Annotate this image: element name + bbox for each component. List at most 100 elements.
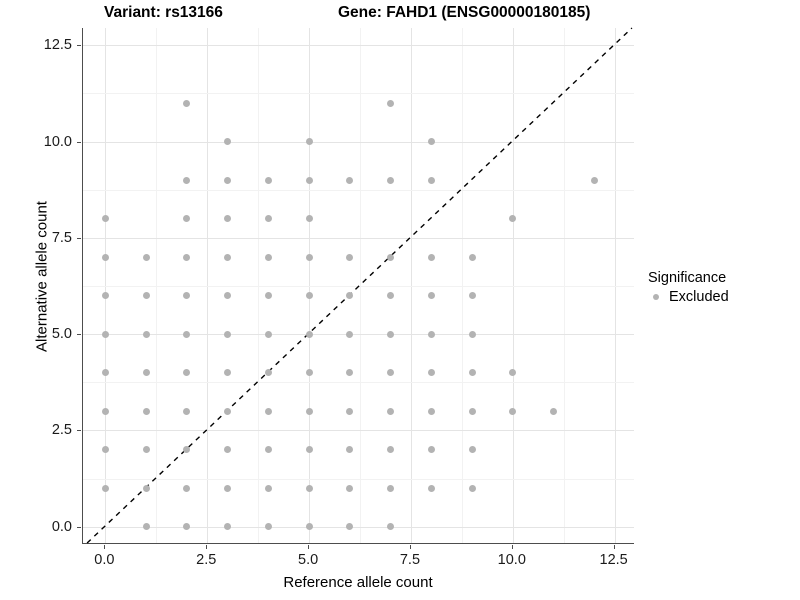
gridline-horizontal (83, 430, 634, 432)
data-point (224, 292, 232, 300)
y-tick-label: 7.5 (51, 229, 72, 246)
data-point (183, 369, 191, 377)
legend-entries: Excluded (648, 289, 798, 305)
data-point (427, 292, 435, 300)
data-point (264, 176, 272, 184)
data-point (264, 330, 272, 338)
data-point (264, 407, 272, 415)
data-point (387, 292, 395, 300)
data-point (387, 330, 395, 338)
data-point (305, 484, 313, 492)
plot-panel (82, 27, 634, 544)
data-point (346, 330, 354, 338)
legend-entry[interactable]: Excluded (648, 289, 798, 305)
data-point (101, 292, 109, 300)
legend-title: Significance (648, 270, 727, 286)
data-point (142, 253, 150, 261)
data-point (305, 215, 313, 223)
gridline-horizontal-minor (83, 286, 634, 287)
data-point (468, 446, 476, 454)
data-point (264, 523, 272, 531)
y-tick-label: 10.0 (43, 133, 72, 150)
data-point (142, 407, 150, 415)
y-tick-mark (77, 237, 81, 239)
gridline-horizontal (83, 45, 634, 47)
data-point (387, 176, 395, 184)
data-point (183, 253, 191, 261)
data-point (305, 369, 313, 377)
data-point (142, 369, 150, 377)
data-point (101, 330, 109, 338)
x-tick-mark (206, 545, 208, 549)
data-point (346, 292, 354, 300)
data-point (468, 292, 476, 300)
gridline-horizontal (83, 141, 634, 143)
data-point (183, 99, 191, 107)
x-tick-mark (104, 545, 106, 549)
gridline-horizontal-minor (83, 93, 634, 95)
title-row: Variant: rs13166 Gene: FAHD1 (ENSG000001… (0, 0, 800, 28)
x-tick-mark (613, 545, 615, 549)
x-tick-mark (511, 545, 513, 549)
x-tick-label: 7.5 (399, 552, 421, 568)
plot-area (83, 27, 634, 544)
gridline-horizontal-minor (83, 478, 634, 480)
y-tick-label: 2.5 (51, 422, 72, 439)
data-point (387, 523, 395, 531)
data-point (305, 176, 313, 184)
data-point (346, 369, 354, 377)
data-point (305, 330, 313, 338)
y-tick-label: 5.0 (51, 326, 72, 343)
data-point (346, 176, 354, 184)
data-point (224, 215, 232, 223)
gridline-horizontal-minor (83, 189, 634, 191)
data-point (264, 215, 272, 223)
gridline-horizontal-minor (83, 382, 634, 384)
data-point (387, 99, 395, 107)
data-point (509, 215, 517, 223)
data-point (101, 446, 109, 454)
data-point (550, 407, 558, 415)
data-point (183, 407, 191, 415)
data-point (509, 369, 517, 377)
data-point (346, 253, 354, 261)
data-point (387, 407, 395, 415)
data-point (183, 330, 191, 338)
x-tick-label: 12.5 (599, 552, 628, 568)
data-point (183, 446, 191, 454)
data-point (264, 446, 272, 454)
y-tick-mark (77, 430, 81, 432)
y-axis-label: Alternative allele count (33, 201, 51, 352)
y-tick-label: 0.0 (51, 518, 72, 535)
data-point (264, 369, 272, 377)
data-point (183, 484, 191, 492)
gridline-horizontal (83, 526, 634, 528)
data-point (183, 523, 191, 531)
data-point (468, 484, 476, 492)
legend-marker-circle-icon (648, 289, 664, 305)
data-point (468, 407, 476, 415)
data-point (346, 407, 354, 415)
data-point (427, 253, 435, 261)
data-point (224, 253, 232, 261)
data-point (346, 484, 354, 492)
data-point (224, 369, 232, 377)
data-point (101, 407, 109, 415)
data-point (468, 330, 476, 338)
data-point (427, 330, 435, 338)
x-axis-label: Reference allele count (283, 574, 433, 591)
data-point (224, 138, 232, 146)
data-point (264, 484, 272, 492)
data-point (101, 369, 109, 377)
data-point (427, 176, 435, 184)
data-point (305, 523, 313, 531)
data-point (305, 446, 313, 454)
y-tick-mark (77, 141, 81, 143)
data-point (142, 523, 150, 531)
y-tick-mark (77, 526, 81, 528)
data-point (224, 176, 232, 184)
data-point (468, 369, 476, 377)
data-point (264, 292, 272, 300)
x-tick-mark (409, 545, 411, 549)
gridline-horizontal (83, 237, 634, 239)
